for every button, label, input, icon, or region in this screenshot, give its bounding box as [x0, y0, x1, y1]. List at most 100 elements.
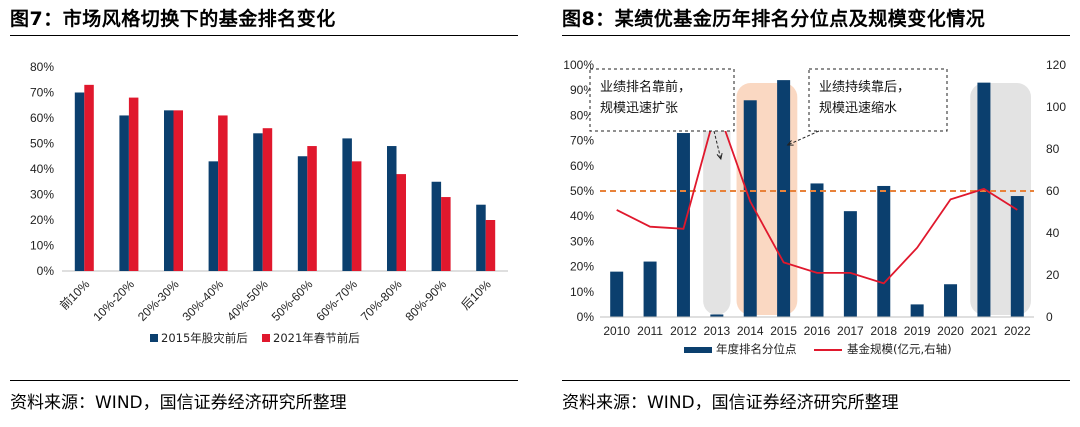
- y-tick-label: 50%: [30, 137, 54, 151]
- bar-rank-percentile: [643, 261, 657, 317]
- bar-rank-percentile: [977, 82, 991, 317]
- x-tick-label: 2016: [804, 324, 831, 338]
- y-tick-label: 30%: [30, 188, 54, 202]
- bar-2015: [164, 110, 174, 271]
- legend-swatch: [262, 334, 270, 342]
- legend-swatch: [150, 334, 158, 342]
- x-tick-label: 60%-70%: [313, 277, 360, 324]
- y-right-tick-label: 120: [1046, 58, 1066, 72]
- bar-rank-percentile: [843, 211, 857, 317]
- x-tick-label: 2012: [670, 324, 697, 338]
- y-left-tick-label: 0%: [577, 310, 595, 324]
- bar-2015: [297, 156, 308, 271]
- y-left-tick-label: 50%: [570, 184, 594, 198]
- y-tick-label: 40%: [30, 162, 54, 176]
- chart-title-left: 图7：市场风格切换下的基金排名变化: [10, 8, 336, 30]
- bar-2021: [84, 84, 94, 271]
- bar-rank-percentile: [743, 100, 757, 317]
- x-tick-label: 2017: [837, 324, 864, 338]
- chart-title-right: 图8：某绩优基金历年排名分位点及规模变化情况: [562, 8, 986, 30]
- legend-label: 年度排名分位点: [716, 342, 797, 356]
- y-tick-label: 10%: [30, 239, 54, 253]
- bar-2021: [307, 146, 317, 271]
- bar-2015: [253, 133, 263, 271]
- x-tick-label: 50%-60%: [269, 277, 316, 324]
- source-note-right: 资料来源：WIND，国信证券经济研究所整理: [562, 393, 899, 413]
- y-tick-label: 60%: [30, 111, 54, 125]
- x-tick-label: 2019: [904, 324, 931, 338]
- y-left-tick-label: 70%: [570, 134, 594, 148]
- y-left-tick-label: 80%: [570, 108, 594, 122]
- bar-rank-percentile: [1010, 196, 1024, 317]
- bar-rank-percentile: [610, 271, 624, 317]
- bar-2021: [396, 174, 406, 271]
- legend-swatch-bar: [684, 347, 712, 353]
- bottom-rule-right: [562, 380, 1070, 381]
- x-tick-label: 前10%: [56, 276, 92, 312]
- y-left-tick-label: 10%: [570, 285, 594, 299]
- bar-2021: [218, 115, 228, 271]
- x-tick-label: 2020: [937, 324, 964, 338]
- bar-2021: [485, 220, 496, 271]
- y-right-tick-label: 40: [1046, 226, 1060, 240]
- annotation-text: 业绩持续靠后，: [819, 80, 910, 95]
- x-tick-label: 2011: [637, 324, 663, 338]
- shaded-region: [703, 83, 731, 315]
- bar-rank-percentile: [877, 185, 891, 317]
- x-tick-label: 2010: [603, 324, 630, 338]
- bar-rank-percentile: [810, 183, 824, 317]
- bar-2021: [262, 128, 273, 271]
- combo-chart-right: 0% 10% 20% 30% 40% 50% 60% 70% 80% 90% 100% 0 20 40 60…: [563, 58, 1066, 356]
- legend-label: 2021年春节前后: [273, 331, 360, 345]
- y-right-tick-label: 20: [1046, 268, 1060, 282]
- x-tick-label: 80%-90%: [403, 277, 450, 324]
- legend-label: 基金规模(亿元,右轴): [847, 342, 952, 356]
- legend-label: 2015年股灾前后: [161, 331, 248, 345]
- y-tick-label: 0%: [37, 264, 55, 278]
- y-right-tick-label: 0: [1046, 310, 1053, 324]
- annotation-arrow: [787, 130, 820, 146]
- bar-2015: [476, 204, 486, 271]
- y-right-tick-label: 80: [1046, 142, 1060, 156]
- annotation-text: 业绩排名靠前，: [600, 79, 691, 95]
- right-panel: 图8：某绩优基金历年排名分位点及规模变化情况 0% 10% 20% 30% 40% 50%…: [552, 0, 1080, 427]
- bar-2015: [431, 181, 442, 271]
- x-tick-label: 30%-40%: [180, 277, 227, 324]
- y-right-tick-label: 100: [1046, 100, 1066, 114]
- bar-2021: [351, 161, 362, 271]
- y-tick-label: 80%: [30, 60, 54, 74]
- annotation-text: 规模迅速缩水: [819, 100, 897, 116]
- top-rule-left: [10, 35, 518, 36]
- x-tick-label: 2015: [770, 324, 797, 338]
- line-fund-size: [616, 103, 1018, 285]
- bottom-rule-left: [10, 380, 518, 381]
- x-tick-label: 10%-20%: [90, 277, 137, 324]
- bar-2015: [119, 115, 129, 271]
- annotation-text: 规模迅速扩张: [600, 101, 678, 116]
- bar-rank-percentile: [676, 133, 690, 317]
- bar-2015: [208, 161, 219, 271]
- annotation-arrowhead: [716, 153, 723, 161]
- bar-rank-percentile: [910, 304, 924, 317]
- bar-2015: [387, 146, 397, 271]
- x-tick-label: 20%-30%: [135, 277, 182, 324]
- bar-2015: [74, 92, 85, 271]
- x-tick-label: 2021: [971, 324, 998, 338]
- x-tick-label: 2018: [870, 324, 897, 338]
- x-tick-label: 后10%: [458, 277, 494, 313]
- bar-2021: [128, 97, 139, 271]
- x-tick-label: 2014: [737, 324, 764, 338]
- annotation-arrowhead: [786, 140, 794, 146]
- source-note-left: 资料来源：WIND，国信证券经济研究所整理: [10, 393, 347, 413]
- y-tick-label: 20%: [30, 213, 54, 227]
- x-tick-label: 2022: [1004, 324, 1031, 338]
- bar-chart-left: 0% 10% 20% 30% 40% 50% 60% 70% 80% 前10%10%-20%20%…: [30, 60, 508, 345]
- annotation-box: [589, 68, 735, 132]
- y-left-tick-label: 30%: [570, 234, 594, 248]
- bar-2015: [342, 138, 352, 271]
- bar-rank-percentile: [944, 284, 958, 317]
- bar-rank-percentile: [710, 314, 724, 317]
- bar-2021: [441, 197, 451, 271]
- annotation-box: [808, 68, 948, 132]
- x-tick-label: 40%-50%: [224, 277, 271, 324]
